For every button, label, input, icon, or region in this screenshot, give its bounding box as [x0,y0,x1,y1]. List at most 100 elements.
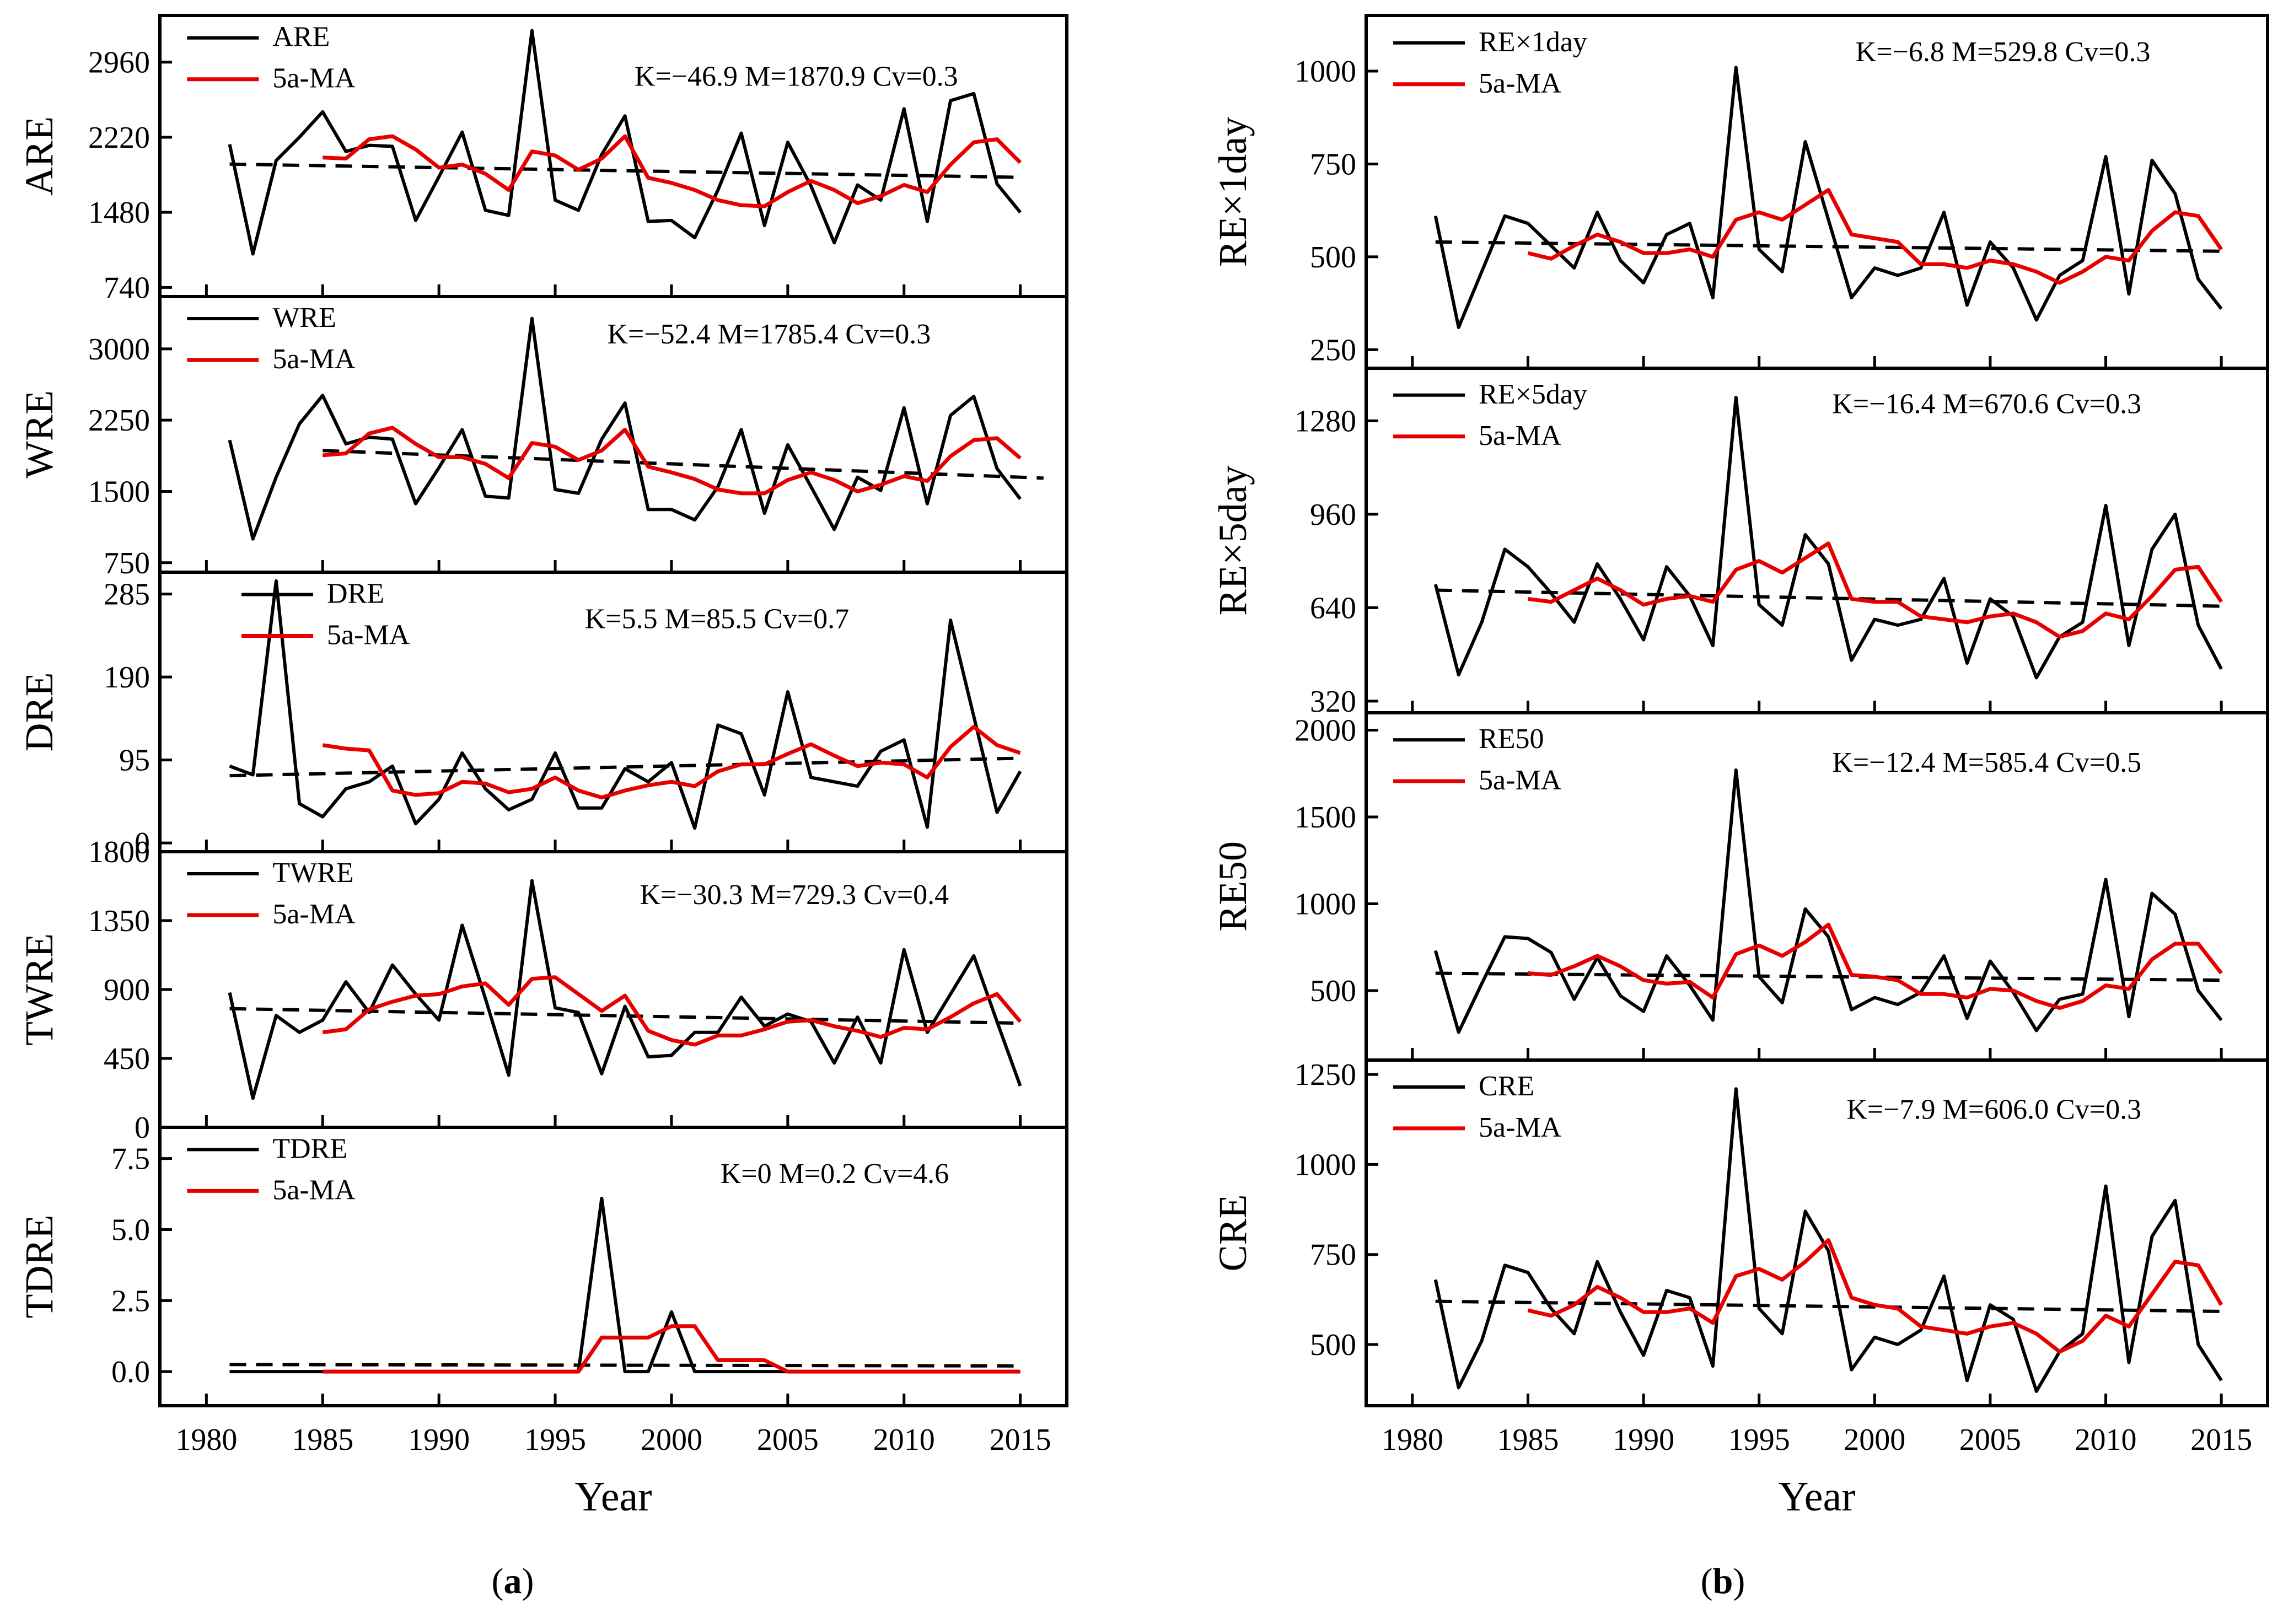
panel-rex1day: 250 500 750 1000 RE×1day RE×1day 5a-MA K=−6.8 M… [1211,14,2269,370]
legend-label-observed: CRE [1479,1071,1534,1102]
panel-twre: 0 450 900 1350 1800 TWRE TWRE 5a-MA K=−30.3 M=72… [17,835,1068,1145]
y-axis-title: WRE [17,390,61,478]
x-tick-label: 2010 [873,1423,935,1457]
series-5a-ma-line [1527,1238,2223,1354]
y-tick-label: 2960 [88,46,150,80]
y-tick-label: 960 [1310,498,1356,532]
series-rex5day-line [1433,395,2223,680]
y-tick-label: 500 [1310,1328,1356,1362]
legend-label-observed: TDRE [272,1133,347,1164]
stats-annotation: K=−16.4 M=670.6 Cv=0.3 [1832,388,2141,420]
legend-label-observed: RE×5day [1479,379,1587,410]
x-tick-label: 1985 [1497,1423,1559,1457]
series-tdre-line [229,1196,1020,1374]
y-tick-label: 1250 [1294,1058,1356,1092]
stats-annotation: K=5.5 M=85.5 Cv=0.7 [585,603,849,634]
y-tick-label: 1350 [88,904,150,938]
legend: TWRE 5a-MA [187,857,356,930]
legend: WRE 5a-MA [187,302,356,375]
x-tick-label: 2005 [757,1423,819,1457]
legend: TDRE 5a-MA [187,1133,356,1206]
y-tick-label: 95 [119,744,150,778]
legend-label-observed: DRE [327,578,384,609]
y-tick-label: 5.0 [111,1213,150,1247]
legend: DRE 5a-MA [241,578,410,650]
series-5a-ma-line [323,134,1022,208]
plot-frame [158,14,1068,298]
series-5a-ma-line [1528,541,2223,639]
legend-label-observed: RE50 [1479,723,1544,755]
x-axis-title: Year [574,1474,652,1520]
caption-b: (b) [1701,1561,1745,1601]
y-tick-label: 0.0 [111,1355,150,1389]
x-tick-label: 2000 [641,1423,702,1457]
series-dre-line [229,579,1022,830]
legend-label-observed: WRE [272,302,336,334]
x-tick-label: 2010 [2075,1423,2137,1457]
y-tick-label: 3000 [88,332,150,367]
series-5a-ma-line [322,426,1022,496]
y-tick-label: 1500 [1294,800,1356,835]
y-tick-label: 640 [1310,591,1356,625]
y-tick-label: 2.5 [111,1284,150,1318]
x-tick-label: 1980 [1382,1423,1443,1457]
x-tick-label: 2015 [2190,1423,2252,1457]
legend: ARE 5a-MA [187,21,356,94]
panel-tdre: 0.0 2.5 5.0 7.5 1980 1985 1990 1995 2000 2005 2010… [17,1126,1068,1520]
stats-annotation: K=−6.8 M=529.8 Cv=0.3 [1856,36,2151,68]
y-tick-label: 2000 [1294,714,1356,748]
y-tick-label: 320 [1310,685,1356,719]
legend: RE×5day 5a-MA [1393,379,1587,451]
y-axis-title: CRE [1211,1194,1255,1271]
panel-rex5day: 320 640 960 1280 RE×5day RE×5day 5a-MA K=−16.4 … [1211,367,2269,719]
legend: RE×1day 5a-MA [1393,26,1587,99]
x-tick-label: 2000 [1844,1423,1905,1457]
legend-label-ma: 5a-MA [272,63,356,94]
x-tick-label: 2015 [990,1423,1051,1457]
legend-label-ma: 5a-MA [1479,765,1562,796]
y-axis-title: RE×1day [1211,117,1255,267]
y-axis-title: TDRE [17,1215,61,1319]
y-tick-label: 1000 [1294,1148,1356,1182]
trend-line [323,449,1044,480]
x-tick-label: 1995 [524,1423,586,1457]
x-tick-label: 1980 [175,1423,237,1457]
y-tick-label: 450 [104,1042,150,1076]
y-axis-title: DRE [17,673,61,752]
stats-annotation: K=−7.9 M=606.0 Cv=0.3 [1846,1094,2141,1126]
series-cre-line [1433,1087,2223,1393]
y-axis-title: RE×5day [1211,465,1255,616]
series-5a-ma-line [323,1324,1020,1374]
legend-label-ma: 5a-MA [1479,1112,1562,1143]
panel-are: 740 1480 2220 2960 ARE ARE 5a-MA K=−46.9 M=1870… [17,14,1068,305]
legend-label-ma: 5a-MA [1479,68,1562,99]
panel-wre: 750 1500 2250 3000 WRE WRE 5a-MA K=−52.4 M=1785… [17,295,1068,580]
series-twre-line [228,879,1022,1100]
stats-annotation: K=−30.3 M=729.3 Cv=0.4 [640,879,949,911]
legend: CRE 5a-MA [1393,1071,1562,1143]
stats-annotation: K=−46.9 M=1870.9 Cv=0.3 [635,61,958,93]
plot-frame [1365,1058,2269,1407]
y-tick-label: 0 [135,826,150,861]
y-tick-label: 1800 [88,835,150,869]
legend-label-observed: TWRE [272,857,353,889]
y-tick-label: 250 [1310,333,1356,367]
y-tick-label: 2220 [88,121,150,155]
y-tick-label: 750 [1310,147,1356,181]
legend-label-ma: 5a-MA [327,619,410,650]
y-tick-label: 0 [135,1111,150,1145]
series-5a-ma-line [1527,188,2223,285]
series-5a-ma-line [322,975,1022,1047]
y-axis-title: RE50 [1211,841,1255,932]
y-tick-label: 500 [1310,974,1356,1008]
series-5a-ma-line [322,724,1021,800]
x-tick-label: 1995 [1728,1423,1790,1457]
panel-cre: 500 750 1000 1250 1980 1985 1990 1995 2000 2005 20… [1211,1058,2269,1520]
y-tick-label: 2250 [88,404,150,438]
stats-annotation: K=−52.4 M=1785.4 Cv=0.3 [607,319,931,350]
panels-group: 740 1480 2220 2960 ARE ARE 5a-MA K=−46.9 M=1870… [17,14,2269,1520]
x-tick-label: 1985 [292,1423,353,1457]
series-re50-line [1433,768,2223,1034]
x-tick-label: 2005 [1959,1423,2021,1457]
